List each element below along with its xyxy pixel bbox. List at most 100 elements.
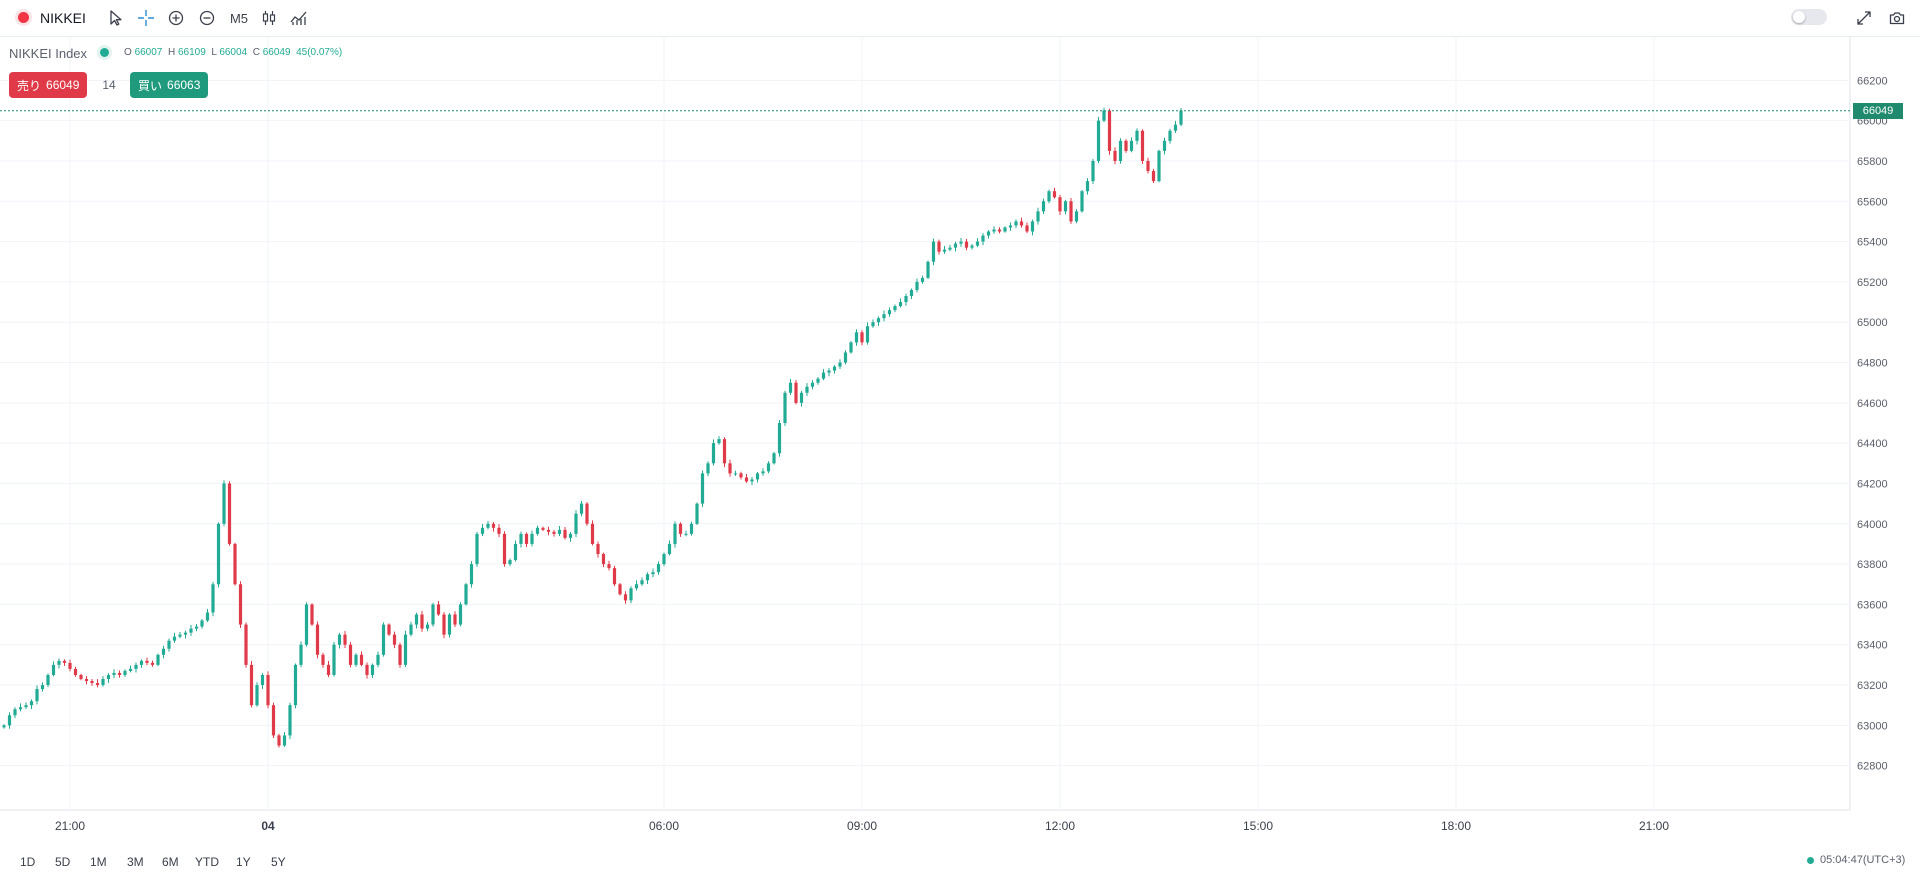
- candle-up: [205, 612, 210, 621]
- candle-up: [634, 584, 639, 589]
- candle-up: [106, 674, 111, 679]
- time-tick-label: 12:00: [1045, 819, 1075, 833]
- candle-down: [227, 483, 232, 544]
- candle-down: [398, 644, 402, 665]
- candle-down: [359, 654, 364, 665]
- zoom-in-icon[interactable]: [164, 6, 188, 30]
- candle-down: [95, 683, 100, 686]
- range-1m-button[interactable]: 1M: [90, 855, 107, 869]
- candle-up: [304, 604, 309, 645]
- range-1d-button[interactable]: 1D: [20, 855, 36, 869]
- candle-up: [640, 580, 644, 585]
- candle-down: [1025, 225, 1029, 232]
- candle-down: [387, 624, 391, 635]
- fullscreen-icon[interactable]: [1852, 6, 1876, 30]
- candle-up: [854, 332, 859, 343]
- candle-up: [959, 241, 963, 244]
- candle-up: [535, 527, 540, 534]
- candle-up: [183, 632, 188, 635]
- candle-down: [860, 332, 864, 343]
- candle-down: [310, 604, 314, 625]
- candle-up: [376, 654, 380, 665]
- candle-down: [266, 674, 270, 706]
- candle-up: [299, 644, 303, 665]
- range-ytd-button[interactable]: YTD: [195, 855, 219, 869]
- sell-price: 66049: [46, 78, 80, 92]
- theme-toggle[interactable]: [1791, 9, 1827, 25]
- legend-title: NIKKEI Index: [9, 46, 88, 61]
- range-5y-button[interactable]: 5Y: [271, 855, 286, 869]
- candle-up: [992, 229, 996, 232]
- candle-down: [343, 634, 347, 645]
- candle-up: [513, 543, 518, 561]
- candle-up: [1014, 221, 1018, 226]
- buy-price: 66063: [167, 78, 201, 92]
- candle-up: [673, 523, 677, 544]
- candle-up: [667, 543, 672, 555]
- candle-down: [244, 624, 248, 665]
- candle-up: [354, 654, 358, 665]
- candle-up: [893, 306, 897, 311]
- candle-up: [167, 640, 171, 649]
- candle-down: [607, 564, 611, 569]
- candle-up: [981, 235, 985, 242]
- high-value: 66109: [177, 47, 206, 58]
- candle-up: [101, 678, 105, 686]
- indicators-icon[interactable]: [287, 6, 311, 30]
- symbol-name[interactable]: NIKKEI: [40, 10, 86, 26]
- candle-up: [255, 685, 259, 706]
- cursor-arrow-icon[interactable]: [104, 6, 128, 30]
- price-tick-label: 65200: [1857, 277, 1888, 289]
- range-5d-button[interactable]: 5D: [55, 855, 71, 869]
- candle-down: [62, 660, 67, 663]
- crosshair-icon[interactable]: [134, 6, 158, 30]
- candle-up: [904, 296, 908, 303]
- candlestick-type-icon[interactable]: [257, 6, 281, 30]
- buy-button[interactable]: 買い 66063: [130, 72, 209, 98]
- candle-up: [656, 564, 661, 573]
- candle-up: [909, 289, 914, 297]
- range-1y-button[interactable]: 1Y: [236, 855, 251, 869]
- candle-up: [689, 523, 694, 534]
- candle-up: [194, 626, 199, 629]
- candle-up: [700, 473, 705, 504]
- close-value: 66049: [262, 47, 291, 58]
- candle-up: [1096, 120, 1101, 161]
- candle-up: [920, 277, 925, 282]
- price-tick-label: 66200: [1857, 75, 1888, 87]
- candle-up: [519, 533, 523, 544]
- candle-down: [73, 668, 78, 675]
- buy-label: 買い: [138, 78, 163, 93]
- price-tick-label: 63000: [1857, 720, 1888, 732]
- candle-up: [948, 247, 952, 250]
- time-tick-label: 21:00: [55, 819, 85, 833]
- candle-down: [79, 674, 83, 679]
- candle-up: [684, 533, 688, 535]
- camera-icon[interactable]: [1885, 6, 1909, 30]
- sell-button[interactable]: 売り 66049: [9, 72, 88, 98]
- candle-up: [777, 423, 782, 454]
- zoom-out-icon[interactable]: [195, 6, 219, 30]
- sell-label: 売り: [17, 78, 42, 93]
- open-value: 66007: [134, 47, 163, 58]
- range-3m-button[interactable]: 3M: [127, 855, 144, 869]
- candle-down: [601, 554, 606, 565]
- candle-down: [453, 614, 457, 625]
- candle-up: [469, 564, 474, 585]
- open-label: O: [124, 47, 132, 58]
- candle-up: [1047, 191, 1051, 202]
- candle-up: [475, 533, 479, 565]
- candle-down: [794, 382, 798, 403]
- candle-up: [260, 674, 265, 686]
- candle-up: [51, 664, 56, 675]
- range-6m-button[interactable]: 6M: [162, 855, 179, 869]
- candle-down: [271, 705, 276, 736]
- interval-button[interactable]: M5: [229, 10, 249, 26]
- candle-up: [970, 245, 974, 248]
- candle-up: [557, 529, 562, 534]
- candle-up: [755, 473, 760, 480]
- candle-up: [508, 560, 512, 565]
- candle-up: [530, 533, 534, 544]
